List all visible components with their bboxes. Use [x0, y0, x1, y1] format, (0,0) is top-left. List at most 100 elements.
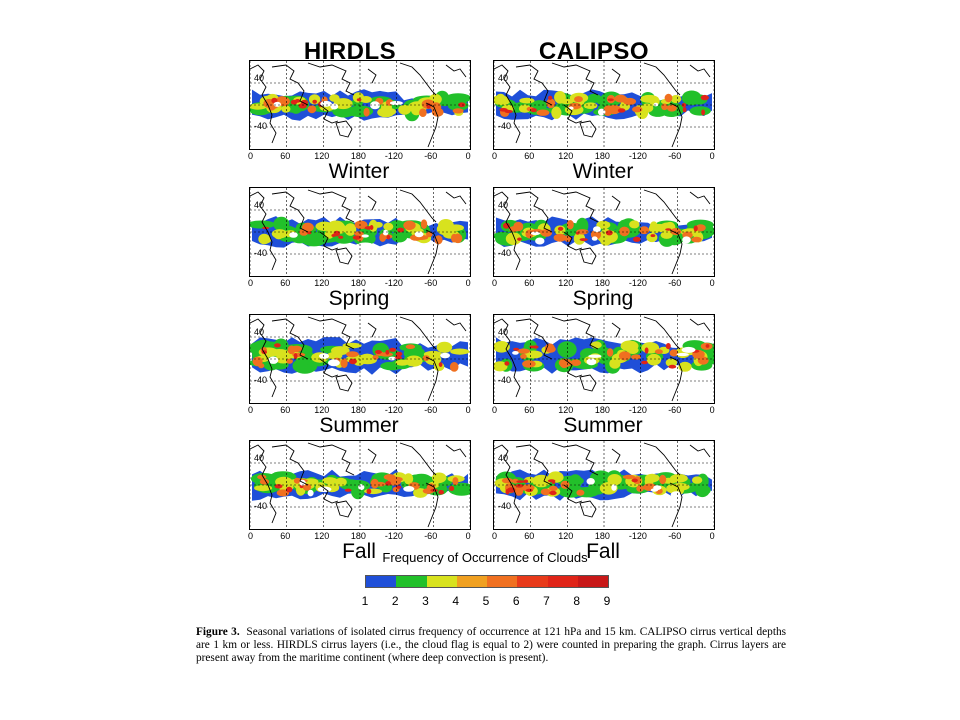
caption-label: Figure 3. — [196, 626, 240, 638]
cloud-frequency-field — [494, 337, 714, 374]
lon-tick-2: 120 — [314, 151, 330, 161]
lon-tick-0: 0 — [248, 151, 254, 161]
map-hirdls-summer — [249, 314, 471, 404]
lon-tick-1: 60 — [524, 278, 535, 288]
lon-tick-0: 0 — [492, 405, 498, 415]
lon-tick-3: 180 — [594, 278, 610, 288]
caption-text: Seasonal variations of isolated cirrus f… — [196, 626, 787, 665]
lon-tick-3: 180 — [350, 278, 366, 288]
season-label-winter: Winter — [572, 160, 634, 183]
season-label-spring: Spring — [572, 287, 634, 310]
lat-tick-1: -40 — [498, 501, 512, 511]
lat-tick-0: 40 — [254, 453, 265, 463]
lon-tick-2: 120 — [558, 405, 574, 415]
season-label-spring: Spring — [328, 287, 390, 310]
lat-tick-1: -40 — [254, 501, 268, 511]
lon-tick-4: -120 — [384, 278, 403, 288]
legend-label-9: 9 — [603, 594, 611, 608]
lat-tick-1: -40 — [498, 375, 512, 385]
legend-label-5: 5 — [482, 594, 490, 608]
lon-tick-3: 180 — [594, 151, 610, 161]
map-calipso-fall — [493, 440, 715, 530]
legend-swatch-6 — [517, 576, 548, 587]
legend-swatch-2 — [396, 576, 427, 587]
lat-tick-0: 40 — [254, 73, 265, 83]
lon-tick-1: 60 — [280, 151, 291, 161]
lon-tick-6: 0 — [465, 405, 471, 415]
coastlines — [250, 442, 467, 528]
lon-tick-3: 180 — [350, 531, 366, 541]
lon-tick-0: 0 — [248, 405, 254, 415]
lat-tick-0: 40 — [498, 73, 509, 83]
lon-tick-1: 60 — [280, 405, 291, 415]
lon-tick-4: -120 — [628, 531, 647, 541]
lon-tick-4: -120 — [384, 531, 403, 541]
legend-label-8: 8 — [573, 594, 581, 608]
legend-label-1: 1 — [361, 594, 369, 608]
lon-tick-0: 0 — [492, 531, 498, 541]
lon-tick-4: -120 — [628, 405, 647, 415]
legend-swatch-5 — [487, 576, 518, 587]
legend-swatch-1 — [366, 576, 397, 587]
lon-tick-2: 120 — [558, 151, 574, 161]
season-label-summer: Summer — [563, 414, 643, 437]
coastlines — [250, 316, 467, 402]
legend-label-3: 3 — [422, 594, 429, 608]
lon-tick-5: -60 — [668, 405, 682, 415]
grid-lines — [250, 61, 470, 149]
season-label-summer: Summer — [319, 414, 399, 437]
lon-tick-2: 120 — [558, 278, 574, 288]
season-label-fall: Fall — [586, 540, 620, 563]
lat-tick-0: 40 — [254, 327, 265, 337]
legend-swatch-3 — [426, 576, 457, 587]
lon-tick-4: -120 — [384, 405, 403, 415]
map-hirdls-winter — [249, 60, 471, 150]
lat-tick-1: -40 — [254, 248, 268, 258]
lon-tick-0: 0 — [248, 531, 254, 541]
lon-tick-1: 60 — [280, 531, 291, 541]
map-calipso-winter — [493, 60, 715, 150]
cloud-frequency-field — [250, 216, 468, 248]
lon-tick-5: -60 — [424, 405, 438, 415]
map-hirdls-fall — [249, 440, 471, 530]
lon-tick-0: 0 — [492, 151, 498, 161]
grid-lines — [494, 315, 714, 403]
legend-swatch-4 — [456, 576, 487, 587]
cloud-frequency-field — [250, 89, 470, 122]
lon-tick-2: 120 — [314, 278, 330, 288]
lon-tick-3: 180 — [594, 405, 610, 415]
map-calipso-summer — [493, 314, 715, 404]
legend-label-2: 2 — [391, 594, 399, 608]
lat-tick-0: 40 — [254, 200, 265, 210]
coastlines — [494, 442, 711, 528]
lat-tick-1: -40 — [498, 121, 512, 131]
legend-label-4: 4 — [452, 594, 460, 608]
lon-tick-4: -120 — [628, 151, 647, 161]
lon-tick-5: -60 — [424, 151, 438, 161]
legend-label-7: 7 — [543, 594, 550, 608]
grid-lines — [250, 441, 470, 529]
lat-tick-1: -40 — [254, 121, 268, 131]
season-label-winter: Winter — [328, 160, 390, 183]
lon-tick-5: -60 — [668, 531, 682, 541]
lon-tick-6: 0 — [709, 531, 715, 541]
coastlines — [494, 189, 711, 275]
lon-tick-6: 0 — [465, 531, 471, 541]
lon-tick-6: 0 — [465, 151, 471, 161]
lon-tick-1: 60 — [524, 151, 535, 161]
lat-tick-1: -40 — [254, 375, 268, 385]
lon-tick-5: -60 — [424, 278, 438, 288]
lon-tick-6: 0 — [709, 278, 715, 288]
lon-tick-5: -60 — [668, 151, 682, 161]
coastlines — [250, 189, 467, 275]
lat-tick-0: 40 — [498, 200, 509, 210]
legend-label-6: 6 — [512, 594, 520, 608]
lon-tick-2: 120 — [314, 405, 330, 415]
lat-tick-1: -40 — [498, 248, 512, 258]
lat-tick-0: 40 — [498, 327, 509, 337]
lon-tick-0: 0 — [492, 278, 498, 288]
map-hirdls-spring — [249, 187, 471, 277]
lon-tick-1: 60 — [524, 405, 535, 415]
lon-tick-4: -120 — [384, 151, 403, 161]
season-label-fall: Fall — [342, 540, 376, 563]
